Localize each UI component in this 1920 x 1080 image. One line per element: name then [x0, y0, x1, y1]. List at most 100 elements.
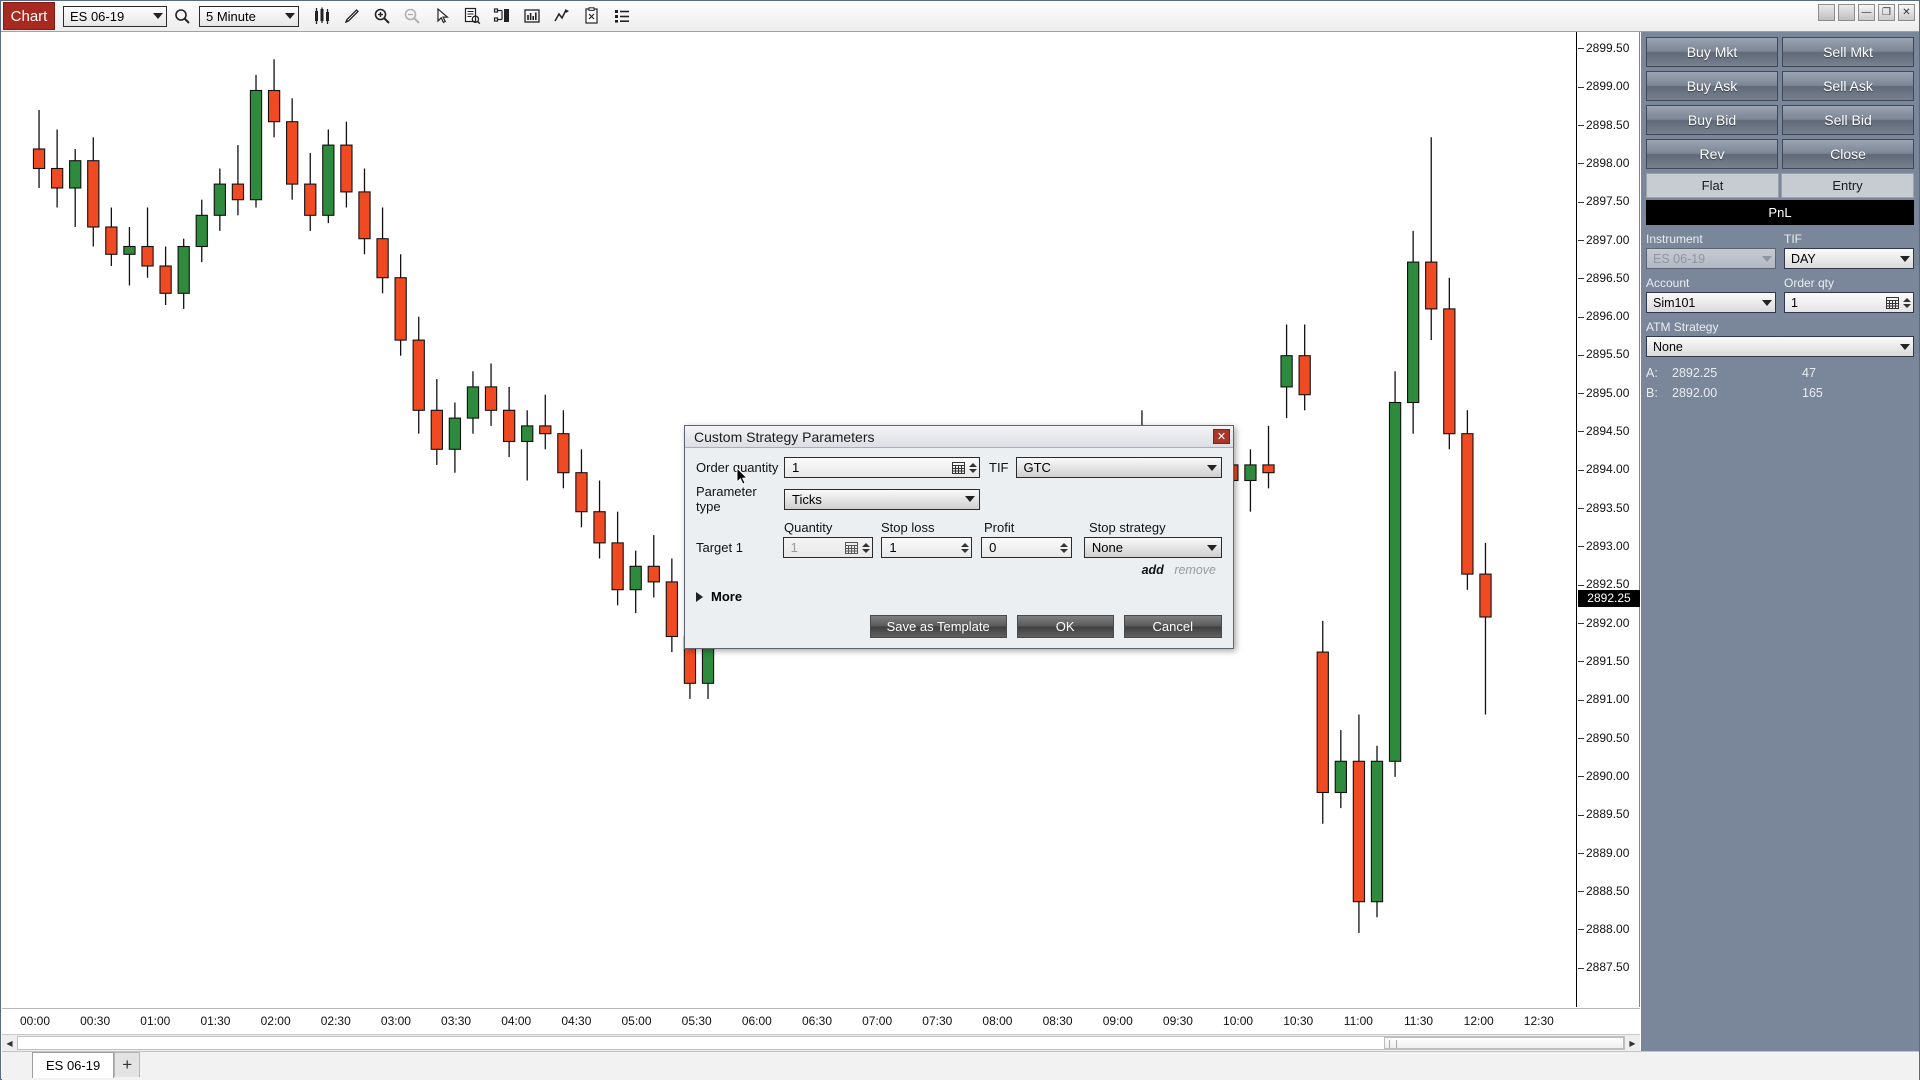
more-label: More: [711, 589, 743, 604]
bid-price: 2892.00: [1672, 386, 1718, 400]
spin-down-icon[interactable]: [960, 548, 969, 553]
window-control-restore-down-2[interactable]: [1838, 4, 1855, 21]
spin-down-icon[interactable]: [968, 468, 977, 473]
targets-table-header: Quantity Stop loss Profit Stop strategy: [696, 520, 1222, 535]
target-quantity-spin-arrows[interactable]: [860, 542, 871, 553]
table-row: Target 1 1 1 0: [696, 537, 1222, 558]
sell-ask-button[interactable]: Sell Ask: [1782, 71, 1914, 101]
scrollbar-track[interactable]: [17, 1036, 1625, 1050]
time-tick: 06:30: [801, 1014, 832, 1028]
add-remove-links: add remove: [696, 563, 1222, 577]
save-as-template-button[interactable]: Save as Template: [869, 615, 1007, 638]
list-icon[interactable]: [607, 2, 637, 30]
scrollbar-thumb[interactable]: [1384, 1037, 1624, 1049]
chart-bars-icon[interactable]: [517, 2, 547, 30]
price-axis[interactable]: 2899.50 2899.00 2898.50 2898.00 2897.50 2897.…: [1578, 32, 1640, 1007]
rev-button[interactable]: Rev: [1646, 139, 1778, 169]
order-qty-stepper[interactable]: 1: [1784, 292, 1914, 313]
tif-select[interactable]: DAY: [1784, 248, 1914, 269]
scroll-right-icon[interactable]: ▶: [1629, 1038, 1636, 1048]
spin-down-icon[interactable]: [1902, 303, 1911, 308]
search-icon[interactable]: [167, 2, 197, 30]
properties-icon[interactable]: [577, 2, 607, 30]
spin-down-icon[interactable]: [1060, 548, 1069, 553]
spin-up-icon[interactable]: [861, 542, 870, 547]
atm-strategy-label: ATM Strategy: [1646, 320, 1719, 334]
target-profit-stepper[interactable]: 0: [981, 537, 1072, 558]
sell-bid-button[interactable]: Sell Bid: [1782, 105, 1914, 135]
target-quantity-stepper[interactable]: 1: [782, 537, 874, 558]
interval-selector[interactable]: 5 Minute: [199, 5, 299, 27]
add-tab-button[interactable]: +: [114, 1052, 141, 1077]
sell-mkt-button[interactable]: Sell Mkt: [1782, 37, 1914, 67]
time-tick: 07:30: [922, 1014, 953, 1028]
price-tick: 2888.50: [1578, 884, 1629, 898]
target-profit-spin-arrows[interactable]: [1059, 542, 1070, 553]
close-button[interactable]: Close: [1782, 139, 1914, 169]
dialog-titlebar[interactable]: Custom Strategy Parameters: [685, 426, 1233, 448]
buy-bid-button[interactable]: Buy Bid: [1646, 105, 1778, 135]
tab-es-06-19[interactable]: ES 06-19: [32, 1052, 115, 1078]
target-row-label: Target 1: [696, 540, 743, 555]
drawing-pencil-icon[interactable]: [337, 2, 367, 30]
spin-up-icon[interactable]: [1902, 297, 1911, 302]
price-tick: 2892.00: [1578, 616, 1629, 630]
account-select[interactable]: Sim101: [1646, 292, 1776, 313]
cursor-arrow-icon[interactable]: [427, 2, 457, 30]
time-tick: 10:30: [1283, 1014, 1314, 1028]
dialog-body: Order quantity 1 TIF GTC Parameter type: [685, 448, 1233, 604]
dialog-order-quantity-stepper[interactable]: 1: [784, 457, 980, 478]
atm-strategy-select[interactable]: None: [1646, 336, 1914, 357]
data-series-icon[interactable]: [457, 2, 487, 30]
ok-button[interactable]: OK: [1016, 615, 1114, 638]
zoom-out-icon[interactable]: [397, 2, 427, 30]
close-icon[interactable]: ✕: [1898, 4, 1915, 21]
time-tick: 05:00: [621, 1014, 652, 1028]
flat-button[interactable]: Flat: [1646, 173, 1779, 198]
calculator-icon[interactable]: [845, 541, 859, 554]
strategies-icon[interactable]: [547, 2, 577, 30]
ask-label: A:: [1646, 366, 1658, 380]
maximize-icon[interactable]: ❐: [1878, 4, 1895, 21]
spin-up-icon[interactable]: [968, 462, 977, 467]
spin-up-icon[interactable]: [1060, 542, 1069, 547]
order-quantity-row: Order quantity 1 TIF GTC: [696, 457, 1222, 478]
more-expander[interactable]: More: [696, 589, 1222, 604]
parameter-type-select[interactable]: Ticks: [784, 488, 980, 510]
minimize-icon[interactable]: —: [1858, 4, 1875, 21]
time-axis[interactable]: 00:00 00:30 01:00 01:30 02:00 02:30 03:00 03:30…: [2, 1008, 1640, 1034]
price-tick: 2892.50: [1578, 577, 1629, 591]
bar-type-icon[interactable]: [307, 2, 337, 30]
add-target-link[interactable]: add: [1141, 563, 1164, 577]
dialog-tif-select[interactable]: GTC: [1015, 457, 1222, 478]
dialog-close-icon[interactable]: ✕: [1213, 429, 1230, 444]
instrument-select[interactable]: ES 06-19: [1646, 248, 1776, 269]
indicators-icon[interactable]: [487, 2, 517, 30]
target-stop-loss-stepper[interactable]: 1: [881, 537, 973, 558]
window-control-restore-down-1[interactable]: [1818, 4, 1835, 21]
time-tick: 08:30: [1042, 1014, 1073, 1028]
scroll-left-icon[interactable]: ◀: [6, 1038, 13, 1048]
buy-ask-button[interactable]: Buy Ask: [1646, 71, 1778, 101]
price-tick: 2898.50: [1578, 118, 1629, 132]
column-stop-strategy: Stop strategy: [1089, 520, 1166, 535]
remove-target-link[interactable]: remove: [1174, 563, 1216, 577]
target-stop-strategy-select[interactable]: None: [1083, 537, 1222, 558]
entry-button[interactable]: Entry: [1781, 173, 1914, 198]
order-qty-spin-arrows[interactable]: [1901, 297, 1912, 308]
time-tick: 08:00: [982, 1014, 1013, 1028]
price-tick: 2898.00: [1578, 156, 1629, 170]
calculator-icon[interactable]: [1886, 296, 1899, 309]
zoom-in-icon[interactable]: [367, 2, 397, 30]
horizontal-scrollbar[interactable]: ◀ ▶: [2, 1034, 1640, 1051]
chart-badge[interactable]: Chart: [3, 2, 55, 30]
instrument-selector[interactable]: ES 06-19: [63, 5, 167, 27]
spin-down-icon[interactable]: [861, 548, 870, 553]
buy-mkt-button[interactable]: Buy Mkt: [1646, 37, 1778, 67]
cancel-button[interactable]: Cancel: [1123, 615, 1222, 638]
target-stop-loss-spin-arrows[interactable]: [959, 542, 970, 553]
spin-up-icon[interactable]: [960, 542, 969, 547]
dialog-tif-label: TIF: [989, 460, 1009, 475]
dialog-order-quantity-spin-arrows[interactable]: [967, 462, 978, 473]
calculator-icon[interactable]: [952, 461, 965, 474]
